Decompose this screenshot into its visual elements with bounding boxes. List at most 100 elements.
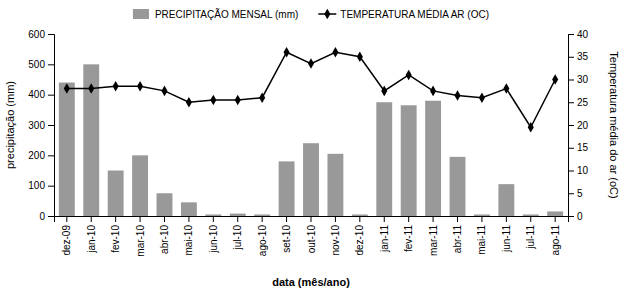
tick-label: 10 — [577, 165, 589, 176]
tick-mark — [568, 148, 574, 149]
bar — [352, 214, 368, 216]
tick: abr-11 — [452, 216, 463, 253]
tick-label: 400 — [28, 89, 45, 100]
tick-mark — [384, 216, 385, 222]
tick-label: 100 — [28, 180, 45, 191]
tick-label: 25 — [577, 97, 589, 108]
bar — [547, 211, 563, 216]
marker — [88, 83, 94, 94]
tick-mark — [568, 193, 574, 194]
tick-label: mar-10 — [135, 225, 146, 257]
tick-label: 15 — [577, 142, 589, 153]
tick-label: jul-11 — [525, 225, 536, 250]
tick-mark — [115, 216, 116, 222]
tick: dez-09 — [61, 216, 72, 256]
tick: set-10 — [281, 216, 292, 253]
tick-label: dez-10 — [354, 225, 365, 256]
tick-label: fev-10 — [110, 225, 121, 253]
plot-area: 01002003004005006000510152025303540dez-0… — [28, 29, 588, 257]
marker — [332, 47, 338, 58]
x-axis: dez-09jan-10fev-10mar-10abr-10mai-10jun-… — [55, 216, 569, 257]
bar — [376, 102, 392, 216]
bar — [474, 214, 490, 216]
tick-mark — [481, 216, 482, 222]
tick: mar-11 — [428, 216, 439, 256]
marker — [406, 70, 412, 81]
tick-label: mai-10 — [183, 225, 194, 256]
tick: nov-10 — [330, 216, 341, 256]
tick: mai-10 — [183, 216, 194, 256]
tick-mark — [140, 216, 141, 222]
tick: 400 — [28, 89, 54, 100]
legend-label: TEMPERATURA MÉDIA AR (OC) — [340, 8, 489, 20]
tick-label: 200 — [28, 150, 45, 161]
bar — [157, 193, 173, 216]
tick: ago-10 — [257, 216, 268, 256]
tick-label: jul-10 — [232, 225, 243, 251]
tick-mark — [568, 125, 574, 126]
tick-mark — [335, 216, 336, 222]
tick-mark — [237, 216, 238, 222]
tick: 600 — [28, 29, 54, 40]
tick-mark — [48, 216, 54, 217]
tick-mark — [48, 34, 54, 35]
tick-mark — [48, 64, 54, 65]
tick-label: ago-10 — [257, 225, 268, 257]
y-axis: 0100200300400500600 — [28, 29, 54, 222]
tick-label: 30 — [577, 74, 589, 85]
tick-mark — [555, 216, 556, 222]
tick: 0 — [568, 211, 583, 222]
tick: dez-10 — [354, 216, 365, 256]
tick: 40 — [568, 29, 589, 40]
bar — [279, 161, 295, 216]
bar — [450, 157, 466, 216]
tick-label: ago-11 — [550, 225, 561, 256]
tick-mark — [286, 216, 287, 222]
legend-swatch — [133, 9, 149, 19]
tick-mark — [568, 57, 574, 58]
x-axis-title: data (mês/ano) — [272, 276, 350, 288]
tick: 0 — [39, 211, 54, 222]
tick: mai-11 — [476, 216, 487, 255]
marker — [284, 47, 290, 58]
tick-label: 20 — [577, 120, 589, 131]
tick: fev-11 — [403, 216, 414, 252]
tick: abr-10 — [159, 216, 170, 254]
tick-label: 0 — [39, 211, 45, 222]
tick: 200 — [28, 150, 54, 161]
tick-mark — [48, 186, 54, 187]
marker — [113, 81, 119, 92]
marker — [357, 51, 363, 62]
tick-label: mai-11 — [476, 225, 487, 255]
tick-mark — [188, 216, 189, 222]
tick: ago-11 — [550, 216, 561, 255]
tick-mark — [48, 125, 54, 126]
tick-label: 300 — [28, 120, 45, 131]
tick-label: jun-10 — [208, 225, 219, 254]
tick-label: abr-10 — [159, 225, 170, 254]
tick-label: 35 — [577, 51, 589, 62]
marker — [430, 86, 436, 97]
bar — [425, 101, 441, 216]
tick: 100 — [28, 180, 54, 191]
tick: jun-11 — [501, 216, 512, 253]
tick-label: dez-09 — [61, 225, 72, 256]
tick-mark — [530, 216, 531, 222]
axis-line — [48, 35, 55, 217]
chart: 01002003004005006000510152025303540dez-0… — [0, 0, 622, 292]
tick-mark — [213, 216, 214, 222]
tick-mark — [66, 216, 67, 222]
line — [67, 52, 555, 127]
bar — [205, 214, 221, 216]
tick-mark — [164, 216, 165, 222]
tick-mark — [568, 80, 574, 81]
legend-label: PRECIPITAÇÃO MENSAL (mm) — [155, 8, 298, 20]
marker — [210, 95, 216, 106]
tick: jun-10 — [208, 216, 219, 254]
marker — [381, 86, 387, 97]
tick-label: abr-11 — [452, 225, 463, 254]
tick: 25 — [568, 97, 589, 108]
bar — [181, 202, 197, 216]
tick-mark — [568, 34, 574, 35]
marker — [479, 92, 485, 103]
